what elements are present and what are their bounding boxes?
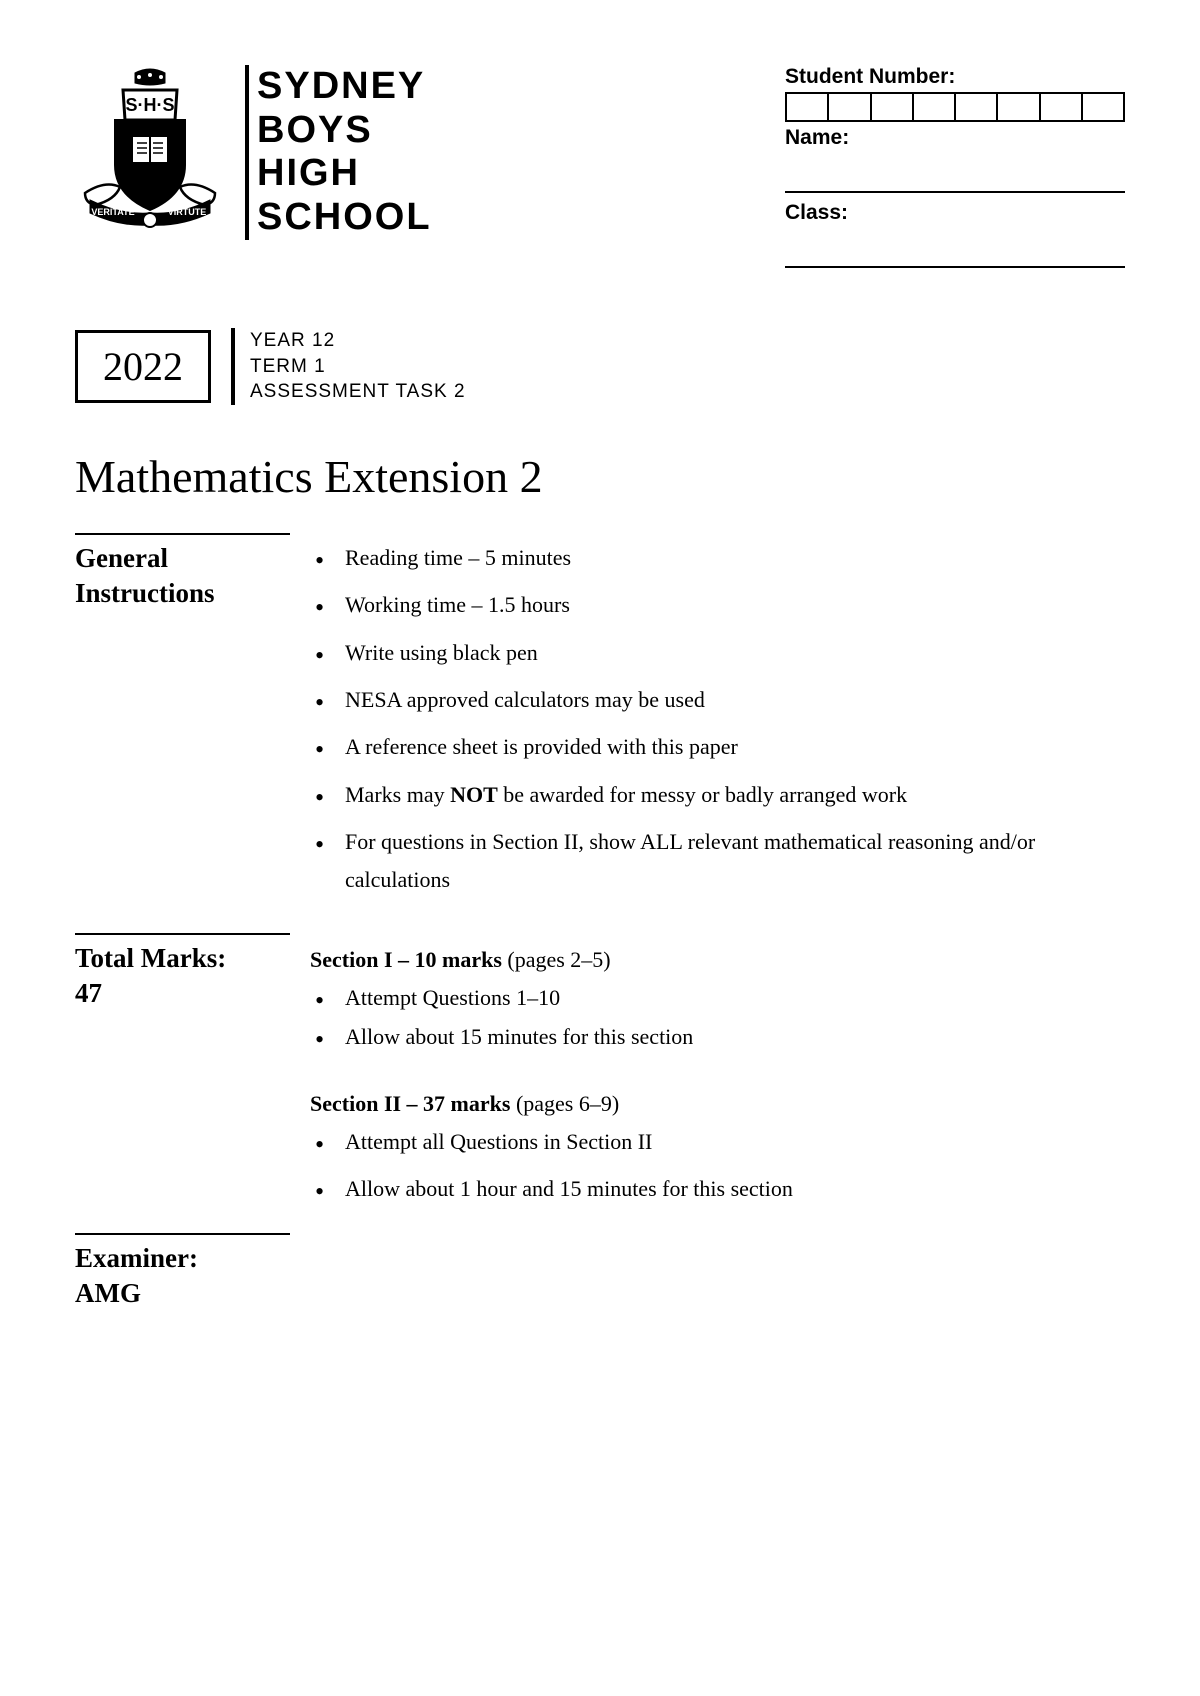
motto-right: VIRTUTE xyxy=(168,207,207,217)
number-box[interactable] xyxy=(787,94,829,120)
school-name-line3: HIGH xyxy=(257,152,765,196)
year-info-block: YEAR 12 TERM 1 ASSESSMENT TASK 2 xyxy=(231,328,466,405)
year-info-line1: YEAR 12 xyxy=(250,328,466,354)
year-info-line3: ASSESSMENT TASK 2 xyxy=(250,379,466,405)
general-instructions-block: General Instructions Reading time – 5 mi… xyxy=(75,533,1125,908)
year-box: 2022 xyxy=(75,330,211,403)
total-marks-label-col: Total Marks: 47 xyxy=(75,933,290,1011)
examiner-block: Examiner: AMG xyxy=(75,1233,1125,1311)
gi-item: Working time – 1.5 hours xyxy=(310,586,1125,623)
section2-list: Attempt all Questions in Section II Allo… xyxy=(310,1123,1125,1208)
class-label: Class: xyxy=(785,201,1125,225)
school-name-line4: SCHOOL xyxy=(257,196,765,240)
section2-item: Attempt all Questions in Section II xyxy=(310,1123,1125,1160)
name-label: Name: xyxy=(785,126,1125,150)
number-box[interactable] xyxy=(914,94,956,120)
year-row: 2022 YEAR 12 TERM 1 ASSESSMENT TASK 2 xyxy=(75,328,1125,405)
gi-item: A reference sheet is provided with this … xyxy=(310,728,1125,765)
gi-item: Write using black pen xyxy=(310,634,1125,671)
total-marks-content: Section I – 10 marks (pages 2–5) Attempt… xyxy=(290,933,1125,1218)
section1-list: Attempt Questions 1–10 Allow about 15 mi… xyxy=(310,979,1125,1056)
examiner-value: AMG xyxy=(75,1276,290,1311)
student-number-label: Student Number: xyxy=(785,65,1125,89)
number-box[interactable] xyxy=(1041,94,1083,120)
student-info-box: Student Number: Name: Class: xyxy=(785,65,1125,268)
gi-label-line2: Instructions xyxy=(75,576,290,611)
examiner-content xyxy=(290,1233,1125,1239)
general-instructions-content: Reading time – 5 minutes Working time – … xyxy=(290,533,1125,908)
number-box[interactable] xyxy=(1083,94,1123,120)
year-info-line2: TERM 1 xyxy=(250,354,466,380)
section1-heading: Section I – 10 marks (pages 2–5) xyxy=(310,947,1125,973)
school-name-block: SYDNEY BOYS HIGH SCHOOL xyxy=(245,65,765,240)
section1-item: Allow about 15 minutes for this section xyxy=(310,1018,1125,1055)
class-input-line[interactable] xyxy=(785,230,1125,268)
total-marks-value: 47 xyxy=(75,976,290,1011)
general-instructions-label-col: General Instructions xyxy=(75,533,290,611)
name-input-line[interactable] xyxy=(785,155,1125,193)
gi-item: NESA approved calculators may be used xyxy=(310,681,1125,718)
school-name-line2: BOYS xyxy=(257,109,765,153)
gi-list: Reading time – 5 minutes Working time – … xyxy=(310,539,1125,898)
crest-shs-text: S·H·S xyxy=(126,95,175,115)
total-marks-label: Total Marks: xyxy=(75,941,290,976)
section1-item: Attempt Questions 1–10 xyxy=(310,979,1125,1016)
section2-item: Allow about 1 hour and 15 minutes for th… xyxy=(310,1170,1125,1207)
examiner-label: Examiner: xyxy=(75,1241,290,1276)
school-name-line1: SYDNEY xyxy=(257,65,765,109)
header-row: S·H·S VERITATE VIRTUTE SYDNEY BOYS HIGH … xyxy=(75,65,1125,268)
number-box[interactable] xyxy=(998,94,1040,120)
number-box[interactable] xyxy=(872,94,914,120)
motto-left: VERITATE xyxy=(91,207,134,217)
gi-item: Reading time – 5 minutes xyxy=(310,539,1125,576)
gi-item: For questions in Section II, show ALL re… xyxy=(310,823,1125,898)
number-box[interactable] xyxy=(829,94,871,120)
gi-label-line1: General xyxy=(75,541,290,576)
total-marks-block: Total Marks: 47 Section I – 10 marks (pa… xyxy=(75,933,1125,1218)
crest-icon: S·H·S VERITATE VIRTUTE xyxy=(75,65,225,235)
school-crest: S·H·S VERITATE VIRTUTE xyxy=(75,65,225,240)
student-number-boxes[interactable] xyxy=(785,92,1125,122)
number-box[interactable] xyxy=(956,94,998,120)
gi-item: Marks may NOT be awarded for messy or ba… xyxy=(310,776,1125,813)
subject-title: Mathematics Extension 2 xyxy=(75,450,1125,503)
examiner-label-col: Examiner: AMG xyxy=(75,1233,290,1311)
section2-heading: Section II – 37 marks (pages 6–9) xyxy=(310,1091,1125,1117)
